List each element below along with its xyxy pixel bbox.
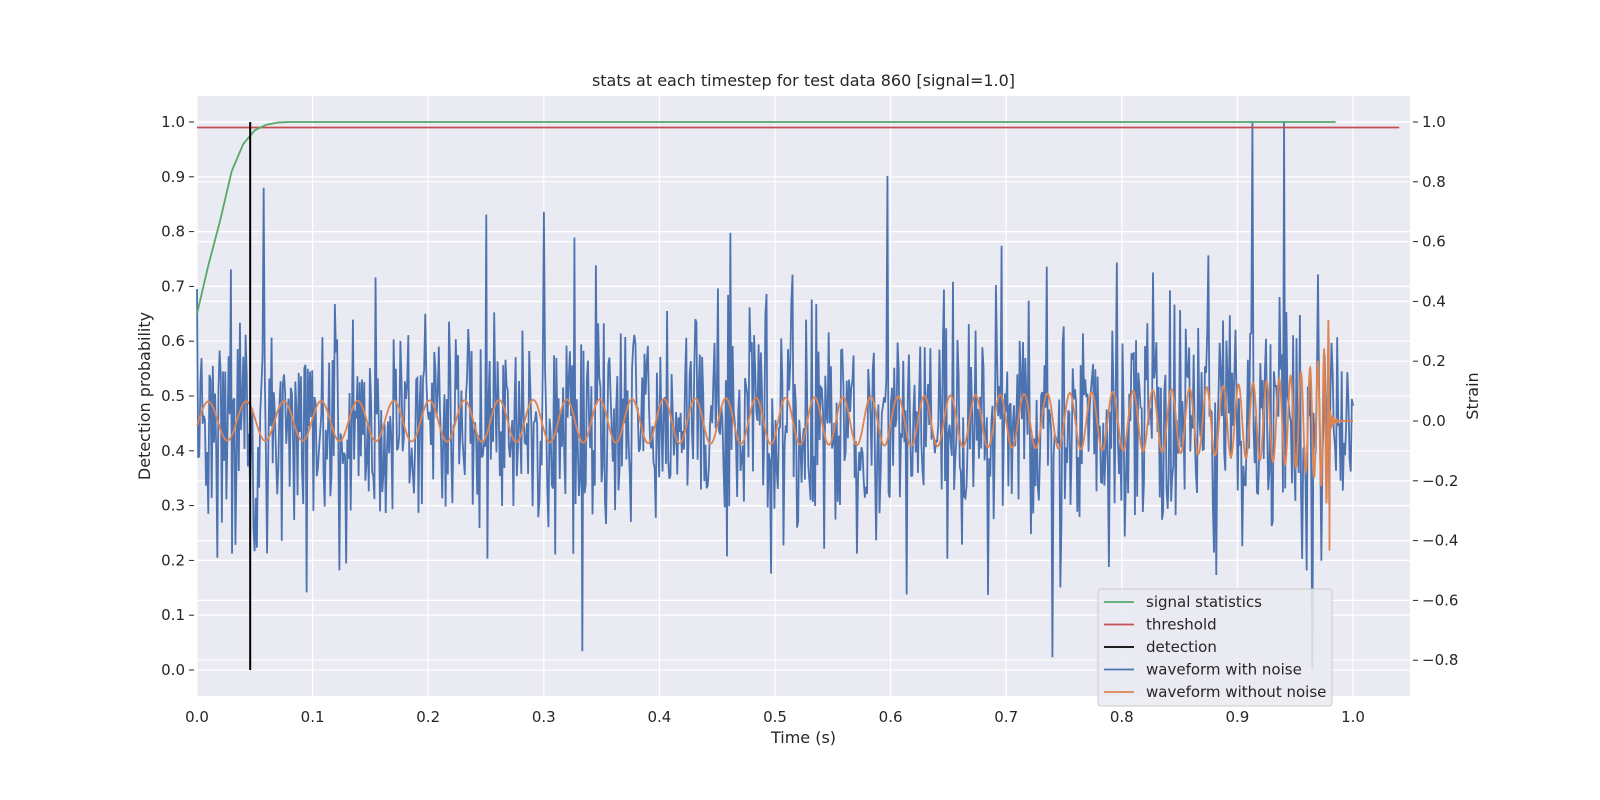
signal-statistics-line [196,121,1336,315]
x-tick-label: 0.0 [185,708,209,726]
y-left-tick-label: 0.8 [161,223,185,241]
x-tick-label: 0.5 [763,708,787,726]
y-right-tick-label: 0.8 [1422,173,1446,191]
y-right-tick-label: 0.0 [1422,412,1446,430]
x-tick-label: 0.2 [416,708,440,726]
y-right-tick-label: 0.2 [1422,352,1446,370]
y-left-tick-label: 0.2 [161,551,185,569]
x-tick-label: 0.7 [994,708,1018,726]
y-right-tick-label: 1.0 [1422,113,1446,131]
y-left-tick-label: 0.5 [161,387,185,405]
legend-label: waveform without noise [1146,683,1326,701]
x-tick-label: 0.4 [647,708,671,726]
series-layer [196,121,1400,670]
y-left-tick-label: 0.1 [161,606,185,624]
y-right-tick-label: −0.6 [1422,591,1458,609]
y-left-tick-label: 0.9 [161,168,185,186]
y-left-tick-label: 0.3 [161,497,185,515]
y-left-tick-label: 0.0 [161,661,185,679]
y-axis-right-label: Strain [1463,372,1482,419]
axes-layer: 0.0 0.1 0.2 0.3 0.4 0.5 0.6 0.7 0.8 0.9 1.0 0.0 0.1 0… [161,113,1458,726]
y-right-tick-label: −0.4 [1422,532,1458,550]
y-right-tick-label: −0.2 [1422,472,1458,490]
legend-label: detection [1146,638,1217,656]
y-right-tick-label: 0.6 [1422,233,1446,251]
y-right-tick-label: 0.4 [1422,292,1446,310]
x-tick-label: 0.3 [532,708,556,726]
x-tick-label: 0.1 [301,708,325,726]
x-tick-label: 0.9 [1225,708,1249,726]
legend: signal statistics threshold detection wavef… [1097,588,1333,707]
x-tick-label: 1.0 [1341,708,1365,726]
waveform-without-noise-line [196,320,1353,551]
x-axis-label: Time (s) [770,728,836,747]
y-right-tick-label: −0.8 [1422,651,1458,669]
legend-box [1097,588,1333,707]
x-tick-label: 0.6 [879,708,903,726]
legend-label: waveform with noise [1146,661,1302,679]
y-left-tick-label: 0.4 [161,442,185,460]
legend-label: threshold [1146,616,1217,634]
y-axis-left-label: Detection probability [135,312,154,480]
y-left-tick-label: 0.7 [161,277,185,295]
x-tick-label: 0.8 [1110,708,1134,726]
y-left-tick-label: 1.0 [161,113,185,131]
chart-title: stats at each timestep for test data 860… [592,71,1015,90]
y-left-tick-label: 0.6 [161,332,185,350]
legend-label: signal statistics [1146,593,1262,611]
